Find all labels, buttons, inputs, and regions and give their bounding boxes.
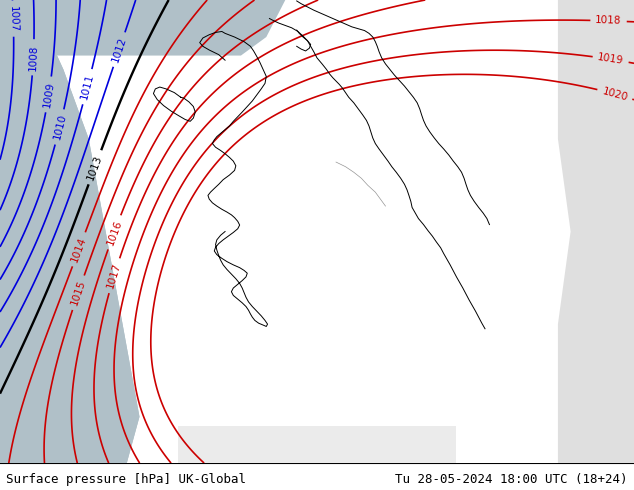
- Text: 1016: 1016: [105, 218, 124, 246]
- Text: 1007: 1007: [8, 5, 18, 32]
- Text: 1018: 1018: [595, 16, 622, 26]
- Text: 1015: 1015: [69, 279, 87, 307]
- Text: 1009: 1009: [42, 81, 56, 108]
- Text: 1020: 1020: [601, 86, 629, 102]
- Polygon shape: [558, 0, 634, 463]
- Polygon shape: [0, 0, 139, 463]
- Polygon shape: [178, 426, 456, 463]
- Text: 1014: 1014: [70, 235, 88, 264]
- Text: Tu 28-05-2024 18:00 UTC (18+24): Tu 28-05-2024 18:00 UTC (18+24): [395, 473, 628, 486]
- Text: 1019: 1019: [597, 52, 624, 66]
- Polygon shape: [0, 0, 139, 463]
- Text: 1008: 1008: [28, 44, 39, 71]
- Text: 1013: 1013: [86, 153, 104, 181]
- Text: 1010: 1010: [52, 113, 68, 141]
- Text: Surface pressure [hPa] UK-Global: Surface pressure [hPa] UK-Global: [6, 473, 247, 486]
- Polygon shape: [0, 0, 285, 55]
- Text: 1017: 1017: [105, 262, 123, 290]
- Text: 1012: 1012: [110, 35, 128, 64]
- Text: 1011: 1011: [79, 73, 96, 101]
